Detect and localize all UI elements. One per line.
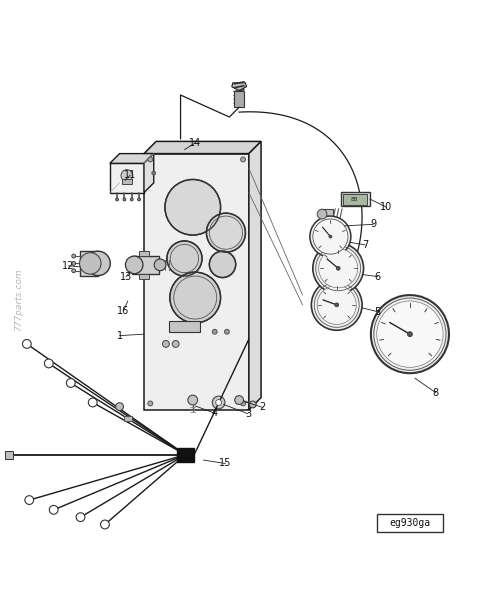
Circle shape bbox=[206, 213, 245, 252]
Circle shape bbox=[371, 295, 449, 373]
Circle shape bbox=[86, 251, 110, 275]
Circle shape bbox=[121, 170, 133, 181]
Bar bbox=[234, 91, 244, 107]
Text: 2: 2 bbox=[260, 403, 265, 412]
Circle shape bbox=[138, 198, 141, 201]
Circle shape bbox=[212, 329, 217, 334]
Text: 11: 11 bbox=[124, 170, 137, 180]
Circle shape bbox=[241, 157, 245, 162]
Circle shape bbox=[72, 254, 76, 258]
Circle shape bbox=[319, 249, 358, 288]
Text: 9: 9 bbox=[370, 220, 376, 229]
Text: 88: 88 bbox=[351, 197, 359, 202]
Bar bbox=[169, 322, 200, 332]
Circle shape bbox=[224, 329, 229, 334]
Text: 14: 14 bbox=[189, 138, 202, 148]
Circle shape bbox=[163, 341, 169, 347]
Circle shape bbox=[313, 243, 364, 293]
Circle shape bbox=[123, 198, 126, 201]
Text: RPM: RPM bbox=[405, 346, 415, 351]
Circle shape bbox=[335, 303, 339, 307]
Circle shape bbox=[148, 157, 153, 162]
Text: 13: 13 bbox=[120, 272, 132, 281]
Circle shape bbox=[317, 286, 356, 325]
Text: 8: 8 bbox=[433, 388, 439, 398]
Circle shape bbox=[317, 209, 327, 219]
Circle shape bbox=[44, 359, 53, 368]
Circle shape bbox=[329, 235, 332, 238]
Text: 12: 12 bbox=[62, 261, 75, 271]
Text: 3: 3 bbox=[245, 409, 251, 419]
Bar bbox=[177, 448, 194, 461]
Circle shape bbox=[22, 340, 31, 349]
Circle shape bbox=[310, 216, 351, 257]
Circle shape bbox=[101, 520, 109, 529]
Circle shape bbox=[377, 301, 443, 367]
Circle shape bbox=[170, 272, 221, 323]
Bar bbox=[139, 274, 149, 278]
Bar bbox=[318, 301, 328, 309]
Circle shape bbox=[216, 400, 222, 406]
Bar bbox=[343, 194, 367, 205]
Bar bbox=[139, 251, 149, 256]
Text: 10: 10 bbox=[380, 202, 393, 212]
Circle shape bbox=[148, 401, 153, 406]
Circle shape bbox=[130, 198, 133, 201]
Circle shape bbox=[336, 266, 340, 270]
Circle shape bbox=[25, 496, 34, 505]
Circle shape bbox=[311, 280, 362, 330]
Circle shape bbox=[80, 253, 101, 274]
Circle shape bbox=[72, 269, 76, 272]
Bar bbox=[80, 251, 98, 275]
Text: eg930ga: eg930ga bbox=[389, 518, 430, 528]
Circle shape bbox=[165, 179, 221, 235]
Text: 1: 1 bbox=[117, 331, 122, 341]
Circle shape bbox=[249, 401, 256, 408]
Circle shape bbox=[49, 505, 58, 514]
Polygon shape bbox=[232, 83, 246, 91]
Polygon shape bbox=[110, 154, 154, 163]
Circle shape bbox=[76, 513, 85, 521]
Circle shape bbox=[188, 395, 198, 405]
Circle shape bbox=[116, 403, 123, 410]
Circle shape bbox=[172, 341, 179, 347]
Circle shape bbox=[66, 379, 75, 388]
Bar bbox=[341, 191, 370, 206]
Polygon shape bbox=[144, 154, 249, 410]
Bar bbox=[388, 329, 400, 339]
Text: 16: 16 bbox=[117, 306, 130, 316]
Circle shape bbox=[235, 395, 244, 404]
Text: 7: 7 bbox=[362, 240, 368, 250]
Circle shape bbox=[241, 401, 245, 406]
Bar bbox=[320, 209, 333, 220]
Bar bbox=[315, 229, 328, 244]
Circle shape bbox=[407, 332, 412, 337]
FancyBboxPatch shape bbox=[377, 514, 443, 532]
Polygon shape bbox=[249, 142, 261, 410]
Circle shape bbox=[209, 251, 236, 278]
Text: 4: 4 bbox=[212, 408, 218, 418]
Polygon shape bbox=[144, 154, 154, 193]
Bar bbox=[320, 265, 329, 272]
Bar bbox=[132, 256, 159, 274]
Text: 5: 5 bbox=[375, 307, 381, 317]
Circle shape bbox=[167, 241, 202, 276]
Text: 777parts.com: 777parts.com bbox=[14, 269, 23, 331]
Text: 6: 6 bbox=[375, 272, 381, 281]
Bar bbox=[5, 451, 13, 458]
Circle shape bbox=[116, 198, 119, 201]
Circle shape bbox=[125, 256, 143, 274]
Circle shape bbox=[152, 171, 156, 175]
Polygon shape bbox=[110, 163, 144, 193]
Circle shape bbox=[88, 398, 97, 407]
Circle shape bbox=[212, 396, 225, 409]
Bar bbox=[124, 416, 132, 421]
Circle shape bbox=[72, 262, 76, 265]
Circle shape bbox=[313, 219, 348, 254]
Text: 15: 15 bbox=[219, 458, 232, 469]
Circle shape bbox=[154, 259, 166, 271]
Bar bbox=[122, 179, 132, 184]
Polygon shape bbox=[144, 142, 261, 154]
